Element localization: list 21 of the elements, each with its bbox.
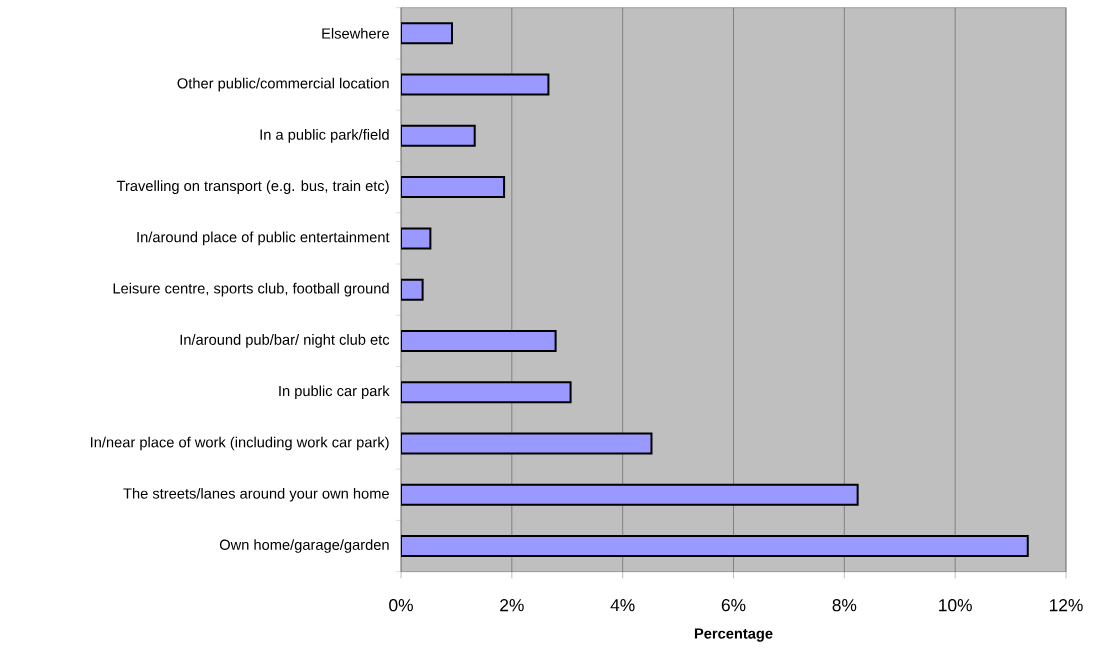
y-tick-label: Travelling on transport (e.g. bus, train etc) <box>116 180 389 195</box>
x-axis-title: Percentage <box>694 628 773 642</box>
bar <box>401 535 1029 558</box>
y-tick-label: Elsewhere <box>322 28 389 39</box>
x-tick-label: 2% <box>500 599 524 612</box>
y-tick-label: Leisure centre, sports club, football ground <box>113 283 389 297</box>
y-tick-label: The streets/lanes around your own home <box>123 488 389 502</box>
x-tick-label: 6% <box>721 599 746 612</box>
y-tick-label: In a public park/field <box>260 129 389 143</box>
x-tick-label: 10% <box>939 599 972 612</box>
y-tick-label: Other public/commercial location <box>177 77 389 92</box>
y-tick-label: In public car park <box>279 385 390 400</box>
x-tick-label: 4% <box>610 599 635 612</box>
x-tick-label: 8% <box>832 599 857 612</box>
x-tick-label: 0% <box>389 599 413 612</box>
y-tick-label: In/near place of work (including work car park) <box>91 436 389 451</box>
y-tick-label: Own home/garage/garden <box>219 539 389 554</box>
y-tick-label: In/around pub/bar/ night club etc <box>180 334 390 348</box>
x-tick-label: 12% <box>1049 599 1083 612</box>
y-tick-label: In/around place of public entertainment <box>137 231 390 246</box>
bar <box>401 483 859 506</box>
